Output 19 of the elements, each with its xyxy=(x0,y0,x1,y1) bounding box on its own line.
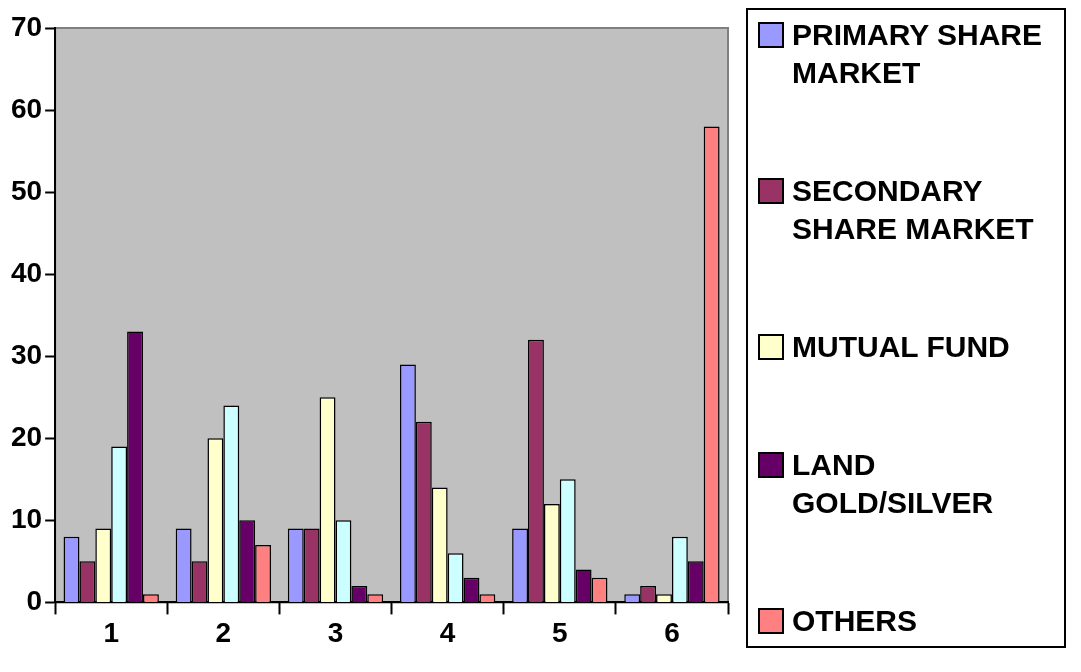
y-tick-label: 30 xyxy=(10,338,43,370)
y-tick-label: 60 xyxy=(10,92,43,124)
legend-label: PRIMARY SHARE MARKET xyxy=(792,17,1044,91)
x-tick-label: 2 xyxy=(215,616,232,648)
y-tick-label: 70 xyxy=(10,10,43,42)
y-tick-label: 50 xyxy=(10,174,43,206)
x-tick-label: 4 xyxy=(439,616,456,648)
y-tick-label: 40 xyxy=(10,256,43,288)
legend-label: LAND GOLD/SILVER xyxy=(792,447,995,521)
x-tick-label: 6 xyxy=(664,616,680,648)
x-tick-label: 3 xyxy=(327,616,344,648)
legend-label: OTHERS xyxy=(792,603,918,639)
legend-label: MUTUAL FUND xyxy=(792,329,1010,365)
legend-label: SECONDARY SHARE MARKET xyxy=(792,173,1035,247)
x-tick-label: 5 xyxy=(552,616,568,648)
y-tick-label: 20 xyxy=(10,421,43,452)
y-tick-label: 10 xyxy=(10,503,43,535)
x-tick-label: 1 xyxy=(103,616,119,648)
y-tick-label: 0 xyxy=(26,585,43,617)
